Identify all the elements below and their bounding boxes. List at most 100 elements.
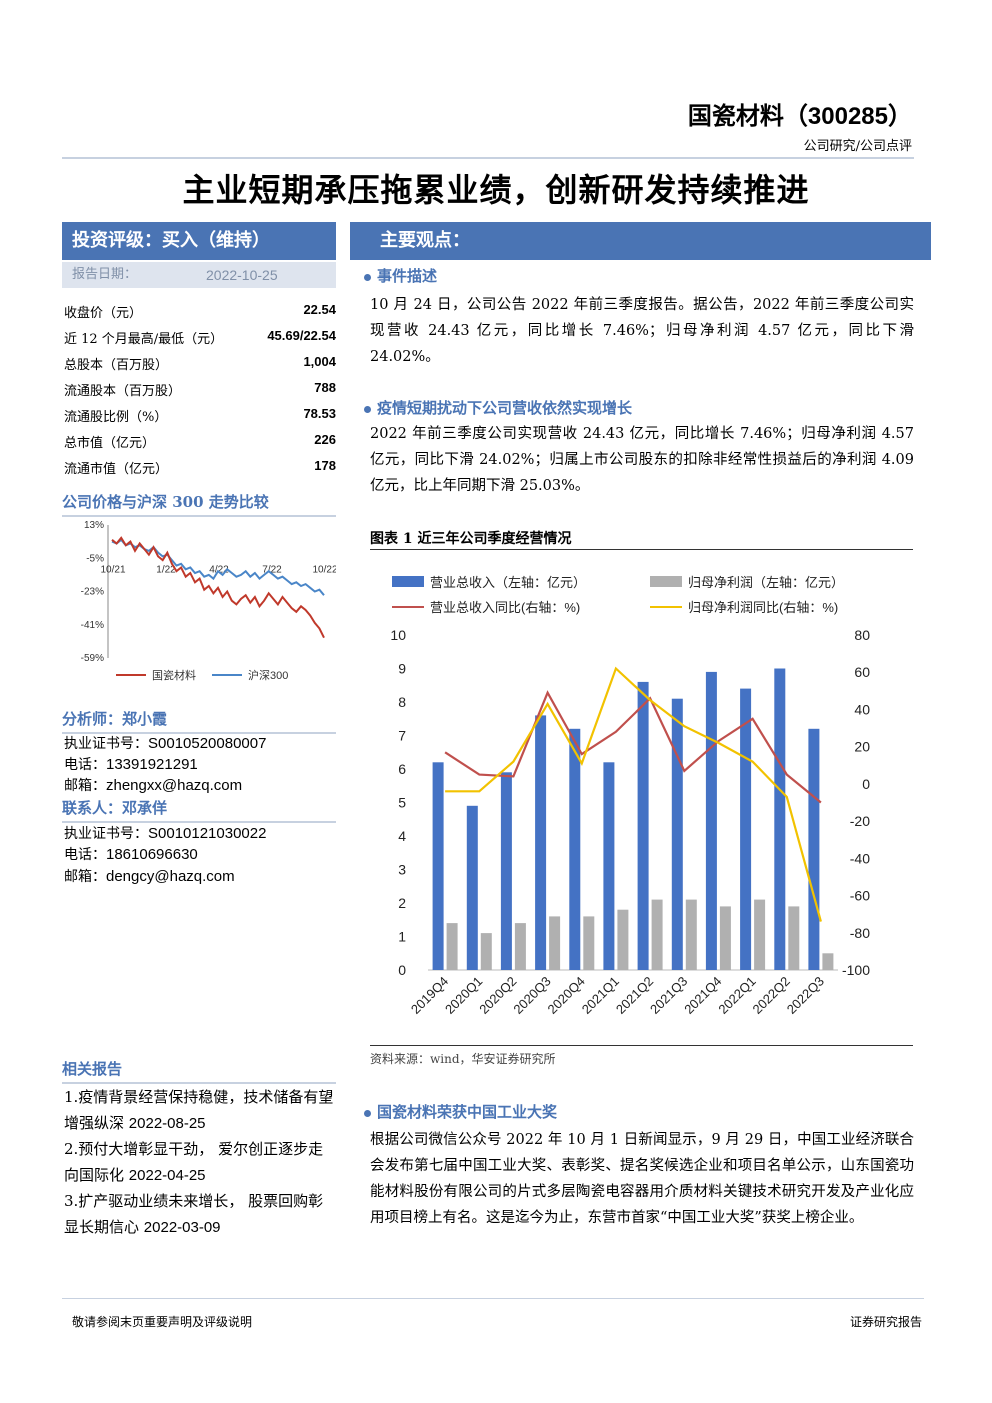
legend-swatch-bar	[650, 576, 682, 587]
bar-revenue	[569, 728, 581, 970]
quarterly-operations-chart: 营业总收入（左轴：亿元） 归母净利润（左轴：亿元） 营业总收入同比(右轴：%) 归母净…	[390, 575, 870, 1017]
price-x-tick: 10/21	[100, 564, 125, 575]
contact-phone: 电话：18610696630	[64, 846, 198, 863]
right-axis-tick: 0	[862, 776, 870, 792]
left-axis-tick: 10	[390, 627, 406, 643]
bar-net-profit	[480, 933, 492, 970]
price-y-tick: -59%	[81, 653, 104, 664]
bar-revenue	[466, 805, 478, 970]
category-tick: 2020Q3	[510, 974, 553, 1017]
price-chart-title: 公司价格与沪深 300 走势比较	[62, 491, 336, 517]
stat-row: 流通股比例（%） 78.53	[64, 406, 336, 425]
legend-label: 营业总收入（左轴：亿元）	[430, 575, 586, 590]
line-net-profit-yoy	[445, 666, 822, 922]
bar-net-profit	[719, 906, 731, 970]
footer-label: 证券研究报告	[849, 1315, 922, 1329]
bullet-icon	[364, 405, 371, 413]
price-x-tick: 4/22	[209, 564, 229, 575]
price-x-tick: 10/22	[312, 564, 336, 575]
legend-label-index: 沪深300	[248, 668, 288, 682]
right-axis-tick: -40	[850, 850, 870, 866]
right-axis-tick: -100	[842, 962, 870, 978]
price-chart-lines	[111, 536, 325, 639]
bar-revenue	[808, 728, 820, 970]
figure-source: 资料来源：wind，华安证券研究所	[370, 1052, 556, 1066]
category-tick: 2021Q4	[681, 974, 724, 1017]
analyst-license: 执业证书号：S0010520080007	[64, 735, 267, 752]
left-axis-tick: 3	[398, 862, 406, 878]
left-axis-tick: 7	[398, 728, 406, 744]
bar-revenue	[432, 762, 444, 970]
price-chart-legend: 国瓷材料 沪深300	[116, 668, 288, 682]
left-axis-tick: 4	[398, 828, 406, 844]
left-axis-tick: 1	[398, 929, 406, 945]
header-divider	[62, 157, 914, 159]
stat-row: 总股本（百万股） 1,004	[64, 354, 336, 373]
paragraph-award: 根据公司微信公众号 2022 年 10 月 1 日新闻显示，9 月 29 日，中…	[370, 1132, 914, 1226]
right-axis-tick: -20	[850, 813, 870, 829]
bar-net-profit	[583, 916, 595, 970]
price-comparison-chart: 13% -5% -23% -41% -59% 10/21 1/22 4/22 7/22 10/22…	[81, 520, 336, 682]
bar-revenue	[535, 715, 547, 970]
legend-label: 归母净利润同比(右轴：%)	[688, 600, 838, 615]
company-line	[111, 536, 325, 639]
report-date-label: 报告日期：	[72, 267, 138, 282]
contact-email[interactable]: 邮箱：dengcy@hazq.com	[64, 868, 235, 885]
bullet-icon	[364, 1109, 371, 1117]
bar-net-profit	[822, 953, 834, 971]
report-type: 公司研究/公司点评	[803, 139, 912, 154]
category-tick: 2020Q2	[476, 974, 519, 1017]
bar-net-profit	[754, 899, 766, 970]
category-tick: 2020Q4	[545, 974, 588, 1017]
bar-net-profit	[685, 899, 697, 970]
figure-top-rule	[370, 549, 913, 550]
bar-revenue	[774, 668, 786, 970]
main-views-banner: 主要观点：	[350, 222, 931, 260]
related-report-item[interactable]: 2.预付大增彰显干劲， 爱尔创正逐步走向国际化 2022-04-25	[64, 1140, 324, 1184]
category-tick: 2022Q3	[784, 974, 827, 1017]
line-revenue-yoy	[444, 690, 822, 804]
stat-row: 流通股本（百万股） 788	[64, 380, 336, 399]
bar-net-profit	[446, 923, 458, 970]
paragraph-revenue: 2022 年前三季度公司实现营收 24.43 亿元，同比增长 7.46%；归母净…	[370, 426, 914, 494]
stat-row: 收盘价（元） 22.54	[64, 302, 336, 321]
bar-net-profit	[788, 906, 800, 970]
legend-swatch-bar	[392, 576, 424, 587]
related-report-item[interactable]: 3.扩产驱动业绩未来增长， 股票回购彰显长期信心 2022-03-09	[64, 1192, 324, 1236]
company-title: 国瓷材料（300285）	[687, 101, 912, 130]
right-axis-tick: 20	[854, 739, 870, 755]
report-date-bar: 报告日期： 2022-10-25	[62, 262, 336, 288]
bar-net-profit	[549, 916, 561, 970]
left-axis-tick: 9	[398, 661, 406, 677]
quarterly-chart-lines	[444, 666, 822, 922]
analyst-phone: 电话：13391921291	[64, 756, 198, 773]
left-axis-tick: 2	[398, 895, 406, 911]
category-tick: 2019Q4	[408, 974, 451, 1017]
bar-revenue	[740, 688, 752, 970]
legend-label-company: 国瓷材料	[152, 668, 196, 682]
category-tick: 2022Q1	[715, 974, 758, 1017]
bar-net-profit	[514, 923, 526, 970]
footer-disclaimer[interactable]: 敬请参阅末页重要声明及评级说明	[72, 1315, 253, 1329]
analyst-head: 分析师：郑小霞	[62, 708, 336, 734]
price-x-tick: 1/22	[156, 564, 176, 575]
price-x-tick: 7/22	[262, 564, 282, 575]
paragraph-event: 10 月 24 日，公司公告 2022 年前三季度报告。据公告，2022 年前三…	[370, 297, 914, 365]
category-tick: 2020Q1	[442, 974, 485, 1017]
index-line	[111, 538, 325, 596]
bar-revenue	[637, 681, 649, 970]
left-axis-tick: 0	[398, 962, 406, 978]
price-y-tick: -5%	[86, 553, 104, 564]
stat-row: 总市值（亿元） 226	[64, 432, 336, 451]
contact-license: 执业证书号：S0010121030022	[64, 825, 267, 842]
analyst-email[interactable]: 邮箱：zhengxx@hazq.com	[64, 777, 243, 794]
bar-revenue	[671, 698, 683, 970]
bar-net-profit	[651, 899, 663, 970]
related-report-item[interactable]: 1.疫情背景经营保持稳健，技术储备有望增强纵深 2022-08-25	[64, 1088, 334, 1132]
bar-revenue	[705, 671, 717, 970]
bullet-icon	[364, 273, 371, 281]
figure-title: 图表 1 近三年公司季度经营情况	[370, 531, 572, 547]
stat-row: 流通市值（亿元） 178	[64, 458, 336, 477]
bar-revenue	[500, 772, 512, 970]
section-head-revenue: 疫情短期扰动下公司营收依然实现增长	[364, 397, 632, 418]
